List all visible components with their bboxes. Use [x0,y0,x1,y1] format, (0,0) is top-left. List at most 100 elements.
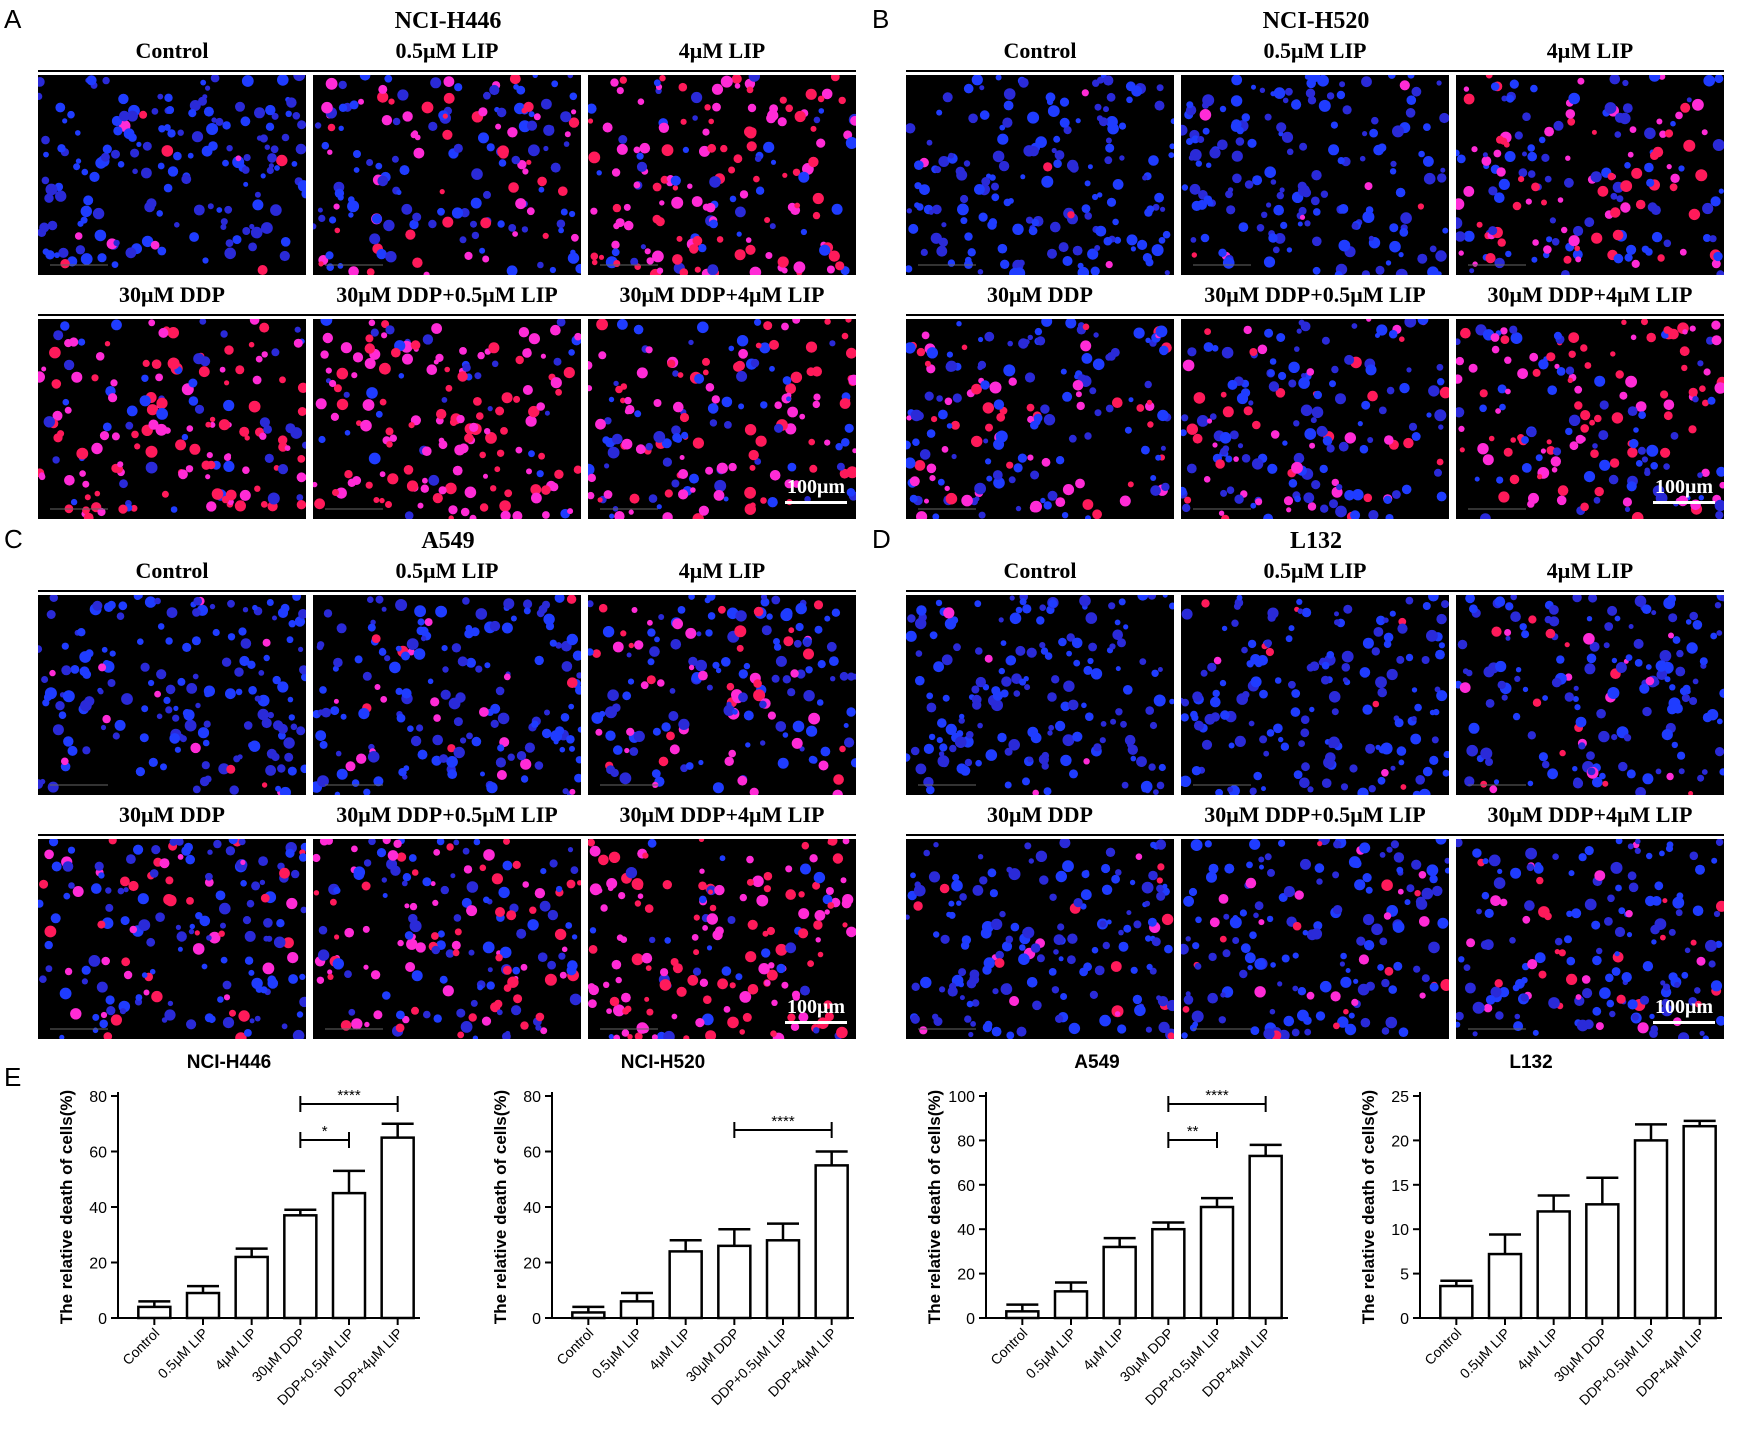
bar [331,1191,367,1320]
y-tick-label: 40 [523,1200,541,1217]
fluorescence-micrograph [906,319,1174,519]
y-tick-label: 0 [98,1311,107,1328]
scale-bar-label: 100μm [1655,996,1713,1018]
significance-label: **** [337,1087,361,1104]
y-tick-label: 80 [957,1133,975,1150]
y-tick-label: 20 [957,1267,975,1284]
fluorescence-micrograph [1181,839,1449,1039]
condition-label: Control [135,558,209,583]
y-axis-label: The relative death of cells(%) [1359,1090,1378,1324]
fluorescence-micrograph [906,75,1174,275]
condition-label: 0.5μM LIP [1263,558,1367,583]
condition-label: 0.5μM LIP [395,38,499,63]
condition-label: 30μM DDP+0.5μM LIP [1204,282,1426,307]
y-tick-label: 0 [966,1311,975,1328]
scale-bar-label: 100μm [787,996,845,1018]
bar-chart: L132 The relative death of cells(%) 0 5 10 15… [1302,1040,1736,1425]
bar-chart: A549 The relative death of cells(%) 0 20 40 6… [868,1040,1302,1425]
bar-chart: NCI-H520 The relative death of cells(%) 0 2… [434,1040,868,1425]
bar [1151,1227,1186,1320]
x-tick-label: 0.5μM LIP [1456,1325,1513,1382]
divider-line [38,834,856,836]
bar [1682,1124,1717,1320]
fluorescence-micrograph [906,839,1174,1039]
fluorescence-micrograph [1181,595,1449,795]
divider-line [38,70,856,72]
y-tick-label: 10 [1391,1222,1409,1239]
cell-line-title: A549 [421,528,475,554]
cell-line-title: NCI-H446 [394,8,502,34]
fluorescence-micrograph [588,319,856,519]
x-tick-label: 4μM LIP [211,1325,259,1373]
bar [380,1136,415,1320]
y-axis-label: The relative death of cells(%) [57,1090,76,1324]
y-tick-label: 20 [523,1256,541,1273]
condition-label: 30μM DDP+0.5μM LIP [336,802,558,827]
x-tick-label: Control [1421,1325,1464,1368]
condition-label: Control [135,38,209,63]
x-tick-label: Control [119,1325,162,1368]
scale-bar: 100μm [785,476,847,504]
condition-label: 30μM DDP [119,802,225,827]
divider-line [38,314,856,316]
condition-label: 30μM DDP [987,802,1093,827]
fluorescence-micrograph [313,595,581,795]
condition-label: 30μM DDP+0.5μM LIP [1204,802,1426,827]
y-tick-label: 15 [1391,1178,1409,1195]
scale-bar-label: 100μm [1655,476,1713,498]
condition-label: Control [1003,558,1077,583]
bar [619,1300,655,1320]
y-tick-label: 20 [89,1256,107,1273]
fluorescence-micrograph [38,839,306,1039]
fluorescence-micrograph [313,839,581,1039]
scale-bar: 100μm [1653,996,1715,1024]
fluorescence-micrograph [1456,75,1724,275]
fluorescence-micrograph [1456,595,1724,795]
panel-letter: D [872,524,891,554]
condition-label: 0.5μM LIP [395,558,499,583]
chart-title: NCI-H520 [621,1052,705,1073]
condition-label: 4μM LIP [1546,558,1634,583]
condition-label: 30μM DDP+4μM LIP [619,802,825,827]
scale-bar-line [1653,1021,1715,1024]
fluorescence-micrograph [588,839,856,1039]
cell-line-title: NCI-H520 [1262,8,1370,34]
panel-letter: E [4,1062,22,1092]
bar [185,1291,221,1320]
condition-label: 30μM DDP+4μM LIP [619,282,825,307]
chart-title: L132 [1509,1052,1552,1073]
chart-title: NCI-H446 [187,1052,271,1073]
bar [234,1255,269,1320]
condition-label: 30μM DDP [119,282,225,307]
significance-label: **** [771,1113,795,1130]
fluorescence-micrograph [313,319,581,519]
y-tick-label: 60 [957,1178,975,1195]
chart-svg: NCI-H446 The relative death of cells(%) 0 2… [57,1052,420,1408]
y-tick-label: 0 [532,1311,541,1328]
scale-bar-label: 100μm [787,476,845,498]
y-tick-label: 80 [89,1089,107,1106]
y-tick-label: 40 [89,1200,107,1217]
panel-letter: C [4,524,23,554]
scale-bar-line [785,501,847,504]
fluorescence-micrograph [38,319,306,519]
y-axis-label: The relative death of cells(%) [925,1090,944,1324]
bar [137,1305,172,1320]
x-tick-label: Control [553,1325,596,1368]
x-tick-label: 4μM LIP [645,1325,693,1373]
y-tick-label: 60 [89,1145,107,1162]
fluorescence-micrograph [906,595,1174,795]
y-tick-label: 20 [1391,1133,1409,1150]
condition-label: Control [1003,38,1077,63]
y-tick-label: 40 [957,1222,975,1239]
condition-label: 30μM DDP [987,282,1093,307]
bar [1199,1205,1235,1320]
bar [668,1250,703,1320]
panel-letter: A [4,4,22,34]
bar [1585,1203,1620,1320]
chart-svg: L132 The relative death of cells(%) 0 5 10 15… [1359,1052,1722,1408]
bar [1633,1139,1669,1320]
bar [1005,1310,1040,1320]
cell-line-title: L132 [1289,528,1342,554]
condition-label: 30μM DDP+4μM LIP [1487,282,1693,307]
